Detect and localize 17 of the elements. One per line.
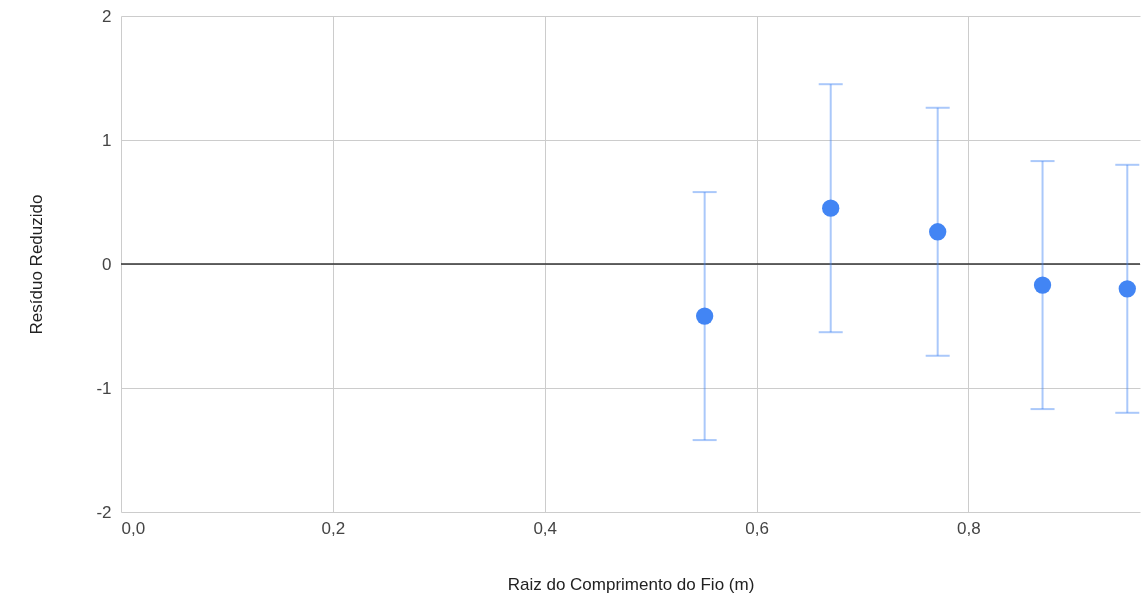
x-axis-title: Raiz do Comprimento do Fio (m) <box>507 574 755 594</box>
y-axis-title: Resíduo Reduzido <box>27 194 47 335</box>
x-tick-label: 0,4 <box>533 518 558 538</box>
y-tick-label: 2 <box>102 6 112 26</box>
point <box>1118 280 1136 298</box>
point <box>929 223 947 241</box>
point <box>695 307 714 325</box>
x-tick-label: 0,2 <box>321 518 346 538</box>
point <box>822 199 840 217</box>
point <box>1033 276 1052 294</box>
y-tick-label: -2 <box>96 502 112 522</box>
y-tick-label: -1 <box>96 378 112 398</box>
x-tick-label: 0,8 <box>957 518 981 538</box>
x-tick-label: 0,0 <box>121 518 146 538</box>
x-tick-label: 0,6 <box>745 518 769 538</box>
y-tick-label: 1 <box>102 130 112 150</box>
y-tick-label: 0 <box>102 254 112 274</box>
